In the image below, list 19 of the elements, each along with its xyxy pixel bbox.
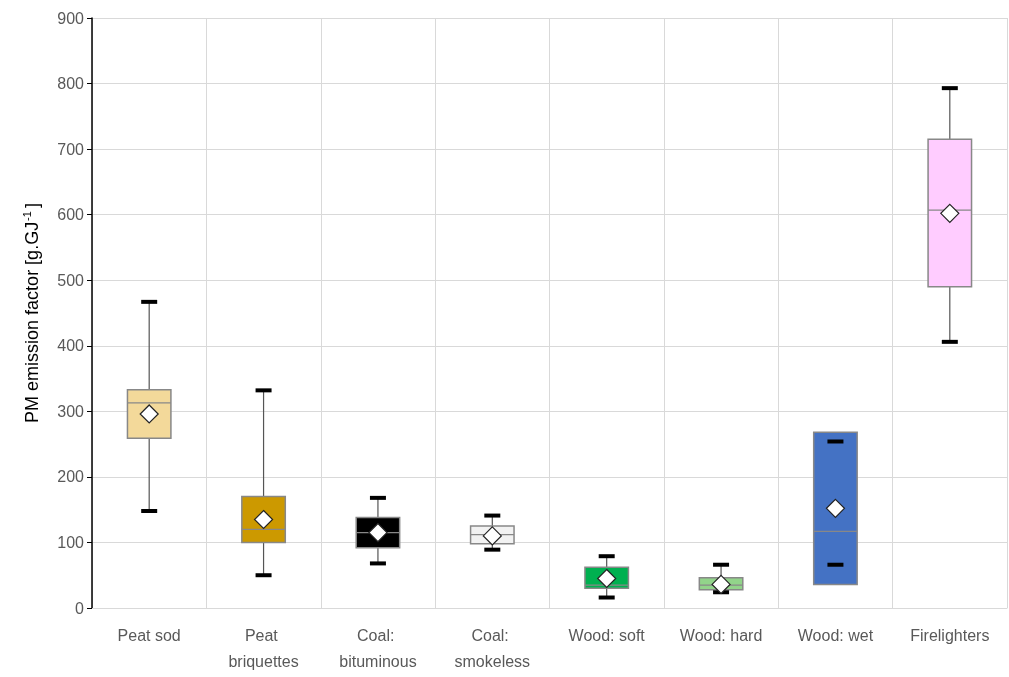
x-tick-label: Firelighters: [910, 626, 990, 644]
y-tick-label: 700: [57, 140, 85, 158]
x-tick-label: Wood: soft: [568, 626, 646, 644]
y-axis-title: PM emission factor [g.GJ-1]: [20, 203, 42, 423]
x-tick-label: Coal: smokeless: [454, 626, 531, 670]
x-tick-label: Peat sod: [117, 626, 181, 644]
y-tick-label: 500: [57, 271, 85, 289]
x-tick-label: Wood: hard: [679, 626, 763, 644]
y-tick-label: 100: [57, 533, 85, 551]
y-tick-label: 300: [57, 402, 85, 420]
x-tick-label: Wood: wet: [797, 626, 874, 644]
y-tick-label: 900: [57, 9, 85, 27]
y-tick-label: 600: [57, 206, 85, 224]
y-tick-label: 800: [57, 75, 85, 93]
x-tick-label: Peat briquettes: [228, 626, 299, 670]
y-tick-label: 400: [57, 337, 85, 355]
x-tick-label: Coal: bituminous: [339, 626, 417, 670]
y-tick-label: 200: [57, 468, 85, 486]
y-tick-label: 0: [75, 599, 85, 617]
